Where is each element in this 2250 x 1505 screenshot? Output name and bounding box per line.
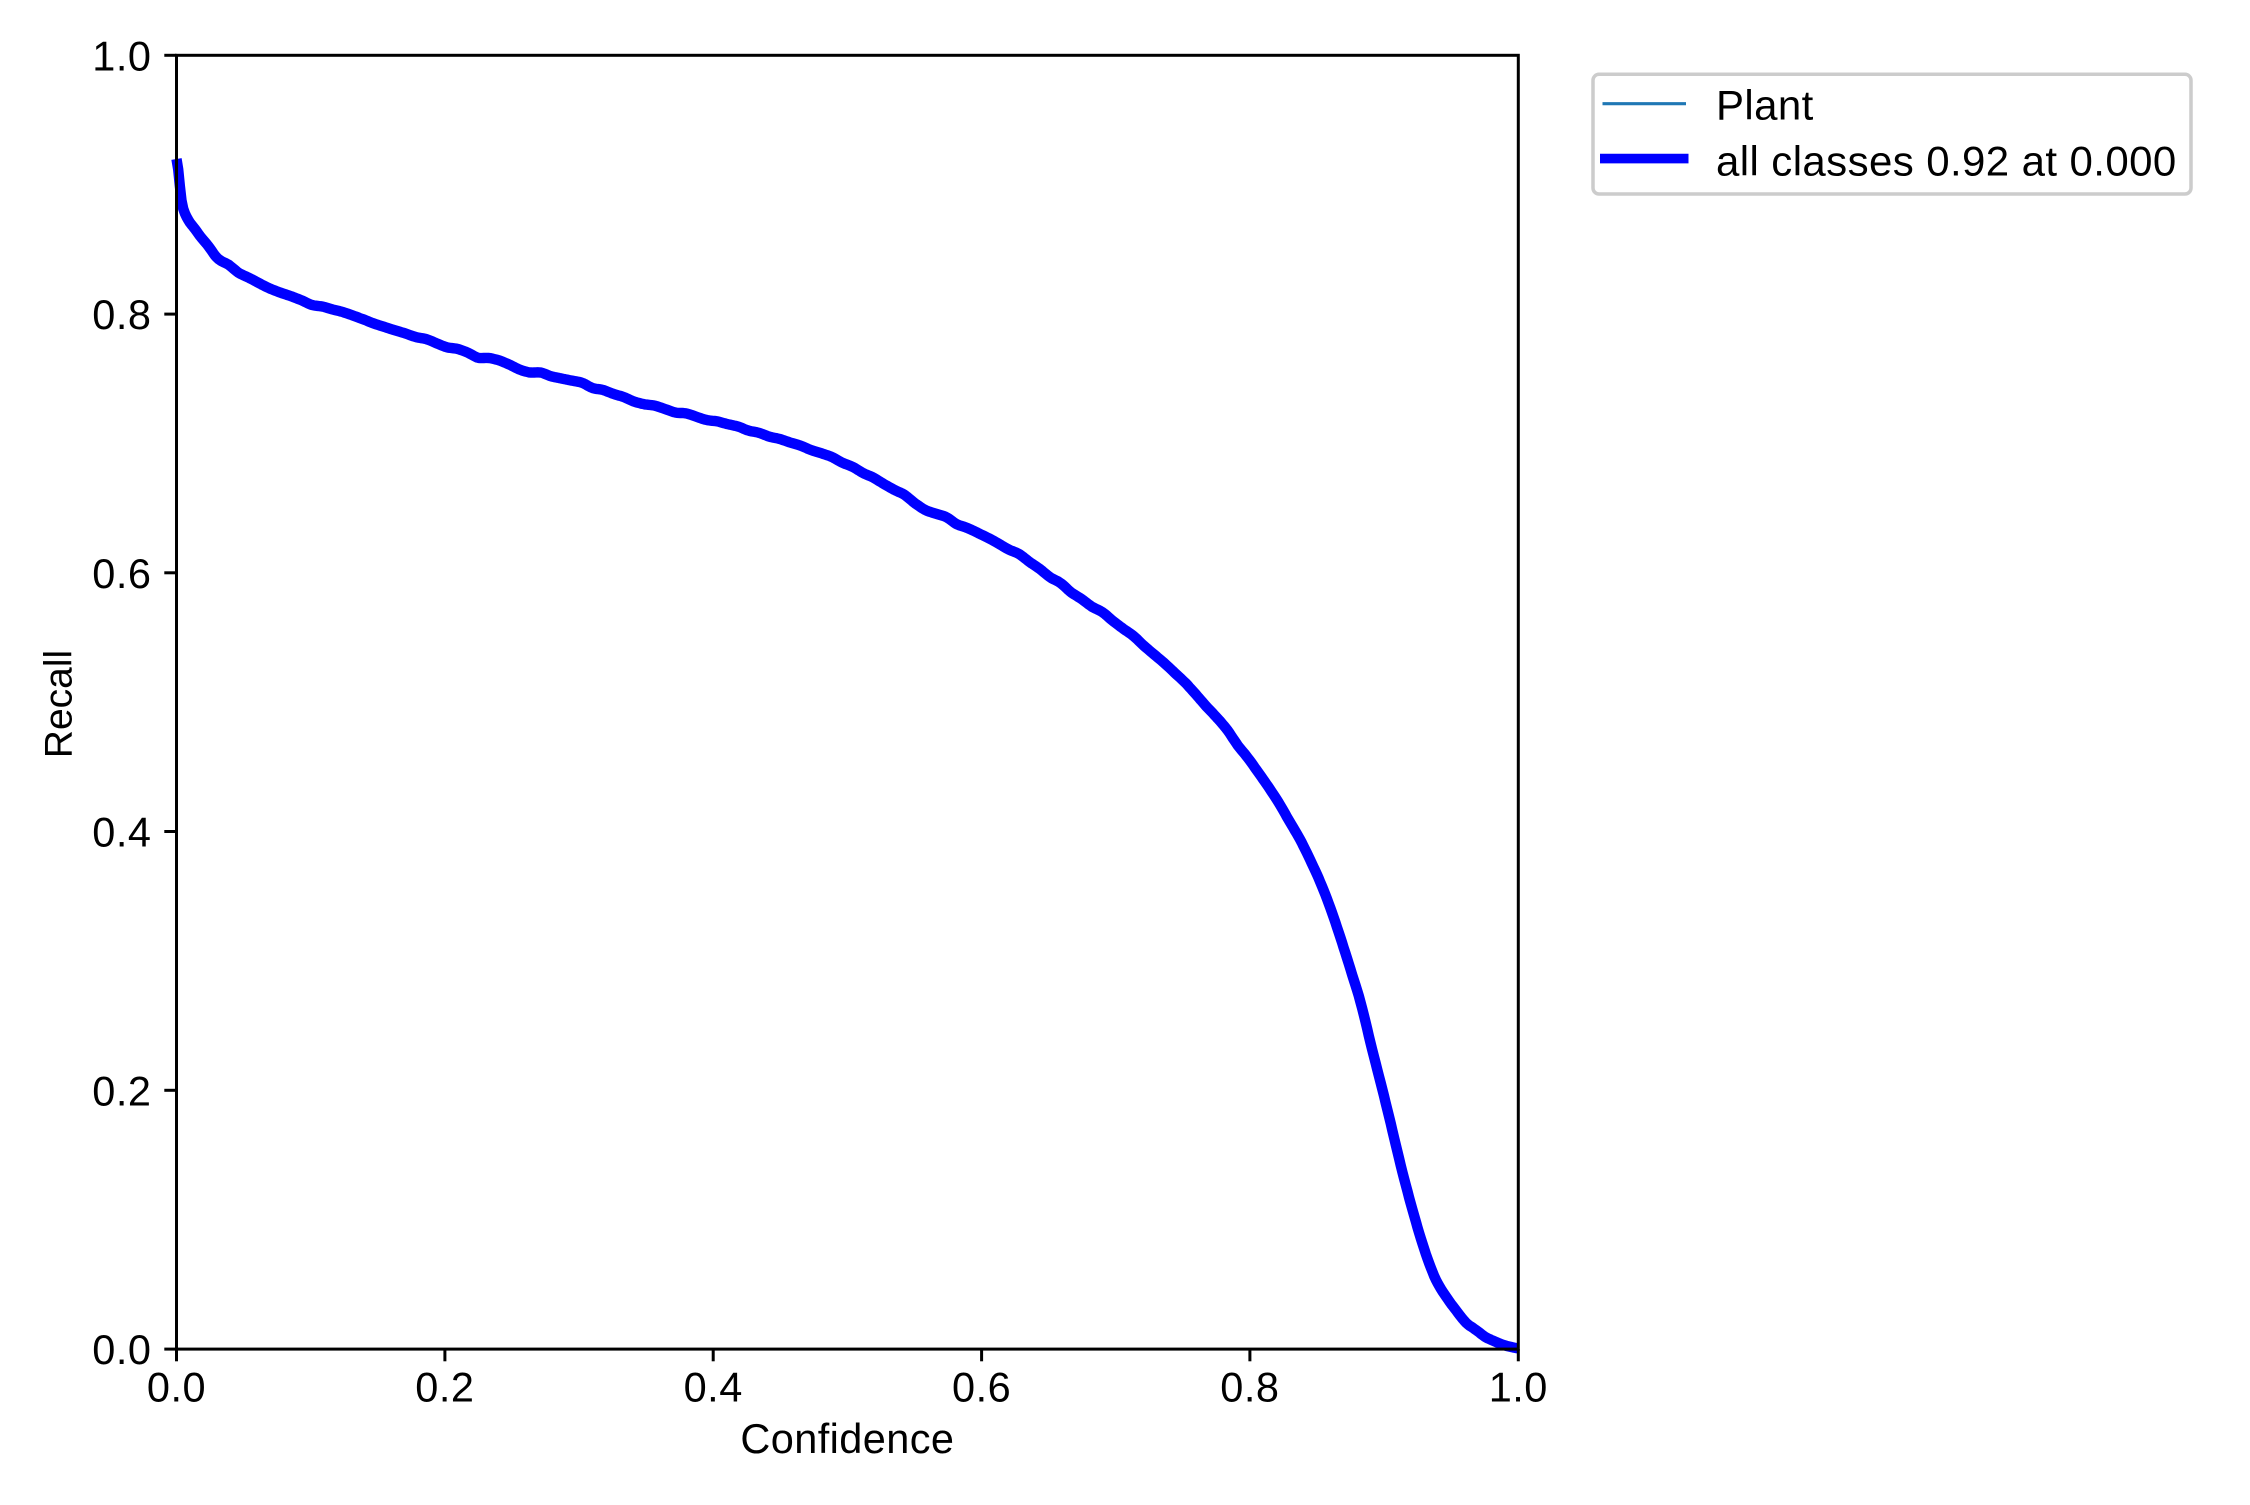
svg-text:0.2: 0.2 <box>415 1364 474 1411</box>
svg-text:1.0: 1.0 <box>1489 1364 1548 1411</box>
svg-text:0.6: 0.6 <box>952 1364 1011 1411</box>
svg-text:0.0: 0.0 <box>147 1364 206 1411</box>
svg-text:Recall: Recall <box>38 650 81 758</box>
svg-text:Plant: Plant <box>1716 82 1814 129</box>
svg-text:1.0: 1.0 <box>92 32 151 79</box>
svg-text:0.8: 0.8 <box>92 291 151 338</box>
svg-text:Confidence: Confidence <box>740 1415 954 1462</box>
svg-text:0.0: 0.0 <box>92 1326 151 1373</box>
svg-text:0.4: 0.4 <box>92 809 151 856</box>
svg-text:all classes 0.92 at 0.000: all classes 0.92 at 0.000 <box>1716 137 2177 184</box>
svg-text:0.2: 0.2 <box>92 1067 151 1114</box>
svg-text:0.6: 0.6 <box>92 550 151 597</box>
svg-text:0.8: 0.8 <box>1220 1364 1279 1411</box>
svg-text:0.4: 0.4 <box>684 1364 743 1411</box>
